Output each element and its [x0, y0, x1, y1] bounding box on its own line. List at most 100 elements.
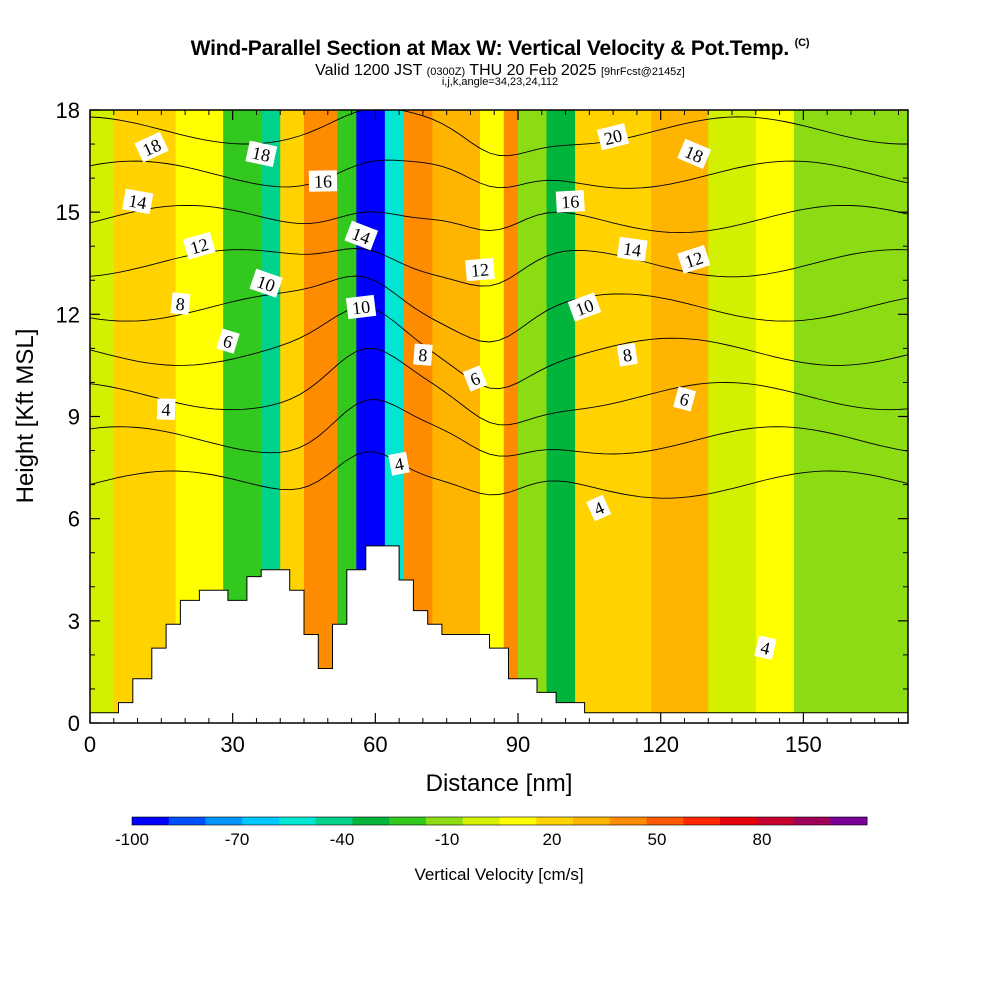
- contour-label-text: 4: [161, 400, 171, 420]
- contour-label-text: 16: [314, 171, 332, 191]
- x-axis-label: Distance [nm]: [426, 770, 573, 797]
- contour-label: 14: [616, 236, 648, 262]
- theta-contour-line: [90, 275, 908, 343]
- terrain: [90, 545, 908, 723]
- theta-contour-line: [90, 159, 908, 189]
- colorbar-swatch: [646, 817, 684, 825]
- contour-label: 12: [182, 231, 216, 260]
- colorbar-label: Vertical Velocity [cm/s]: [414, 865, 583, 884]
- contour-label-text: 10: [351, 296, 371, 318]
- contour-label: 8: [170, 292, 191, 315]
- chart-subtitle: Valid 1200 JST (0300Z) THU 20 Feb 2025 […: [315, 62, 685, 79]
- contour-label: 8: [616, 342, 638, 367]
- contour-label-text: 20: [602, 125, 624, 149]
- colorbar-swatch: [462, 817, 500, 825]
- y-tick-label: 6: [68, 507, 80, 532]
- contour-label-box: [216, 328, 240, 354]
- contour-label-text: 10: [254, 271, 278, 296]
- colorbar-swatch: [609, 817, 647, 825]
- contour-label: 18: [677, 138, 712, 169]
- colorbar-tick-label: -40: [330, 830, 355, 849]
- contour-label: 12: [465, 257, 495, 282]
- colorbar-swatch: [573, 817, 611, 825]
- colorbar-swatch: [315, 817, 353, 825]
- contour-label: 4: [388, 451, 410, 476]
- contour-label-box: [555, 190, 585, 213]
- contour-label-box: [170, 292, 191, 315]
- contour-label-text: 8: [175, 294, 186, 315]
- contour-label-text: 12: [682, 248, 705, 273]
- terrain-profile: [90, 545, 908, 723]
- contour-label-box: [413, 343, 433, 366]
- x-tick-label: 150: [785, 732, 822, 757]
- contour-label-box: [156, 398, 176, 421]
- colorbar-frame: [131, 816, 868, 826]
- contour-label: 12: [677, 245, 711, 274]
- contour-label-text: 8: [418, 345, 428, 366]
- contour-label: 10: [567, 292, 602, 322]
- contour-label: 4: [754, 635, 777, 660]
- contour-label-text: 18: [250, 143, 272, 166]
- contour-label: 6: [216, 328, 240, 354]
- y-tick-label: 9: [68, 405, 80, 430]
- contour-label-box: [462, 365, 488, 392]
- colorbar-swatch: [683, 817, 721, 825]
- colorbar-tick-label: -100: [115, 830, 149, 849]
- colorbar-swatch: [499, 817, 537, 825]
- contour-label-text: 4: [759, 637, 772, 659]
- colorbar-swatch: [793, 817, 831, 825]
- contour-label-box: [616, 236, 648, 262]
- colorbar-swatch: [426, 817, 464, 825]
- contour-label-box: [122, 188, 154, 215]
- y-tick-label: 18: [56, 98, 80, 123]
- contour-label-text: 14: [127, 190, 148, 213]
- theta-contour-line: [90, 204, 908, 234]
- colorbar-swatch: [830, 817, 868, 825]
- chart-title: Wind-Parallel Section at Max W: Vertical…: [190, 37, 810, 60]
- contour-label-box: [673, 386, 697, 412]
- colorbar-swatch: [279, 817, 317, 825]
- contour-label-text: 14: [622, 238, 643, 260]
- velocity-band: [755, 110, 795, 723]
- contour-label: 16: [308, 170, 338, 192]
- contour-label-box: [245, 140, 278, 167]
- colorbar-swatch: [352, 817, 390, 825]
- colorbar-tick-label: -10: [435, 830, 460, 849]
- contour-label: 4: [156, 398, 176, 421]
- velocity-band: [651, 110, 690, 723]
- contour-label-text: 4: [393, 454, 406, 475]
- contour-label-box: [388, 451, 410, 476]
- contour-label-box: [677, 245, 711, 274]
- velocity-band: [432, 110, 481, 723]
- contour-label-text: 8: [621, 345, 633, 366]
- y-tick-label: 15: [56, 200, 80, 225]
- x-tick-label: 0: [84, 732, 96, 757]
- contour-label: 10: [345, 294, 377, 320]
- contour-label-box: [344, 220, 379, 251]
- theta-contours: [90, 110, 908, 499]
- theta-contour-line: [90, 451, 908, 499]
- colorbar-swatch: [205, 817, 243, 825]
- contour-label-box: [465, 257, 495, 282]
- contour-label-text: 14: [349, 223, 373, 248]
- colorbar-swatch: [242, 817, 280, 825]
- velocity-band: [479, 110, 505, 723]
- contour-label-box: [182, 231, 216, 260]
- colorbar: -100 -70 -40 -10 20 50 80: [115, 816, 868, 849]
- contour-label: 18: [245, 140, 278, 167]
- contour-label: 8: [413, 343, 433, 366]
- velocity-band: [575, 110, 652, 723]
- contour-label: 20: [596, 123, 630, 151]
- colorbar-swatch: [389, 817, 427, 825]
- contour-label-box: [308, 170, 338, 192]
- velocity-band: [518, 110, 548, 723]
- contour-label: 14: [122, 188, 154, 215]
- contour-label: 6: [673, 386, 697, 412]
- x-tick-label: 60: [363, 732, 387, 757]
- x-tick-label: 30: [220, 732, 244, 757]
- contour-label: 4: [586, 494, 612, 522]
- colorbar-tick-label: 80: [753, 830, 772, 849]
- x-tick-label: 90: [506, 732, 530, 757]
